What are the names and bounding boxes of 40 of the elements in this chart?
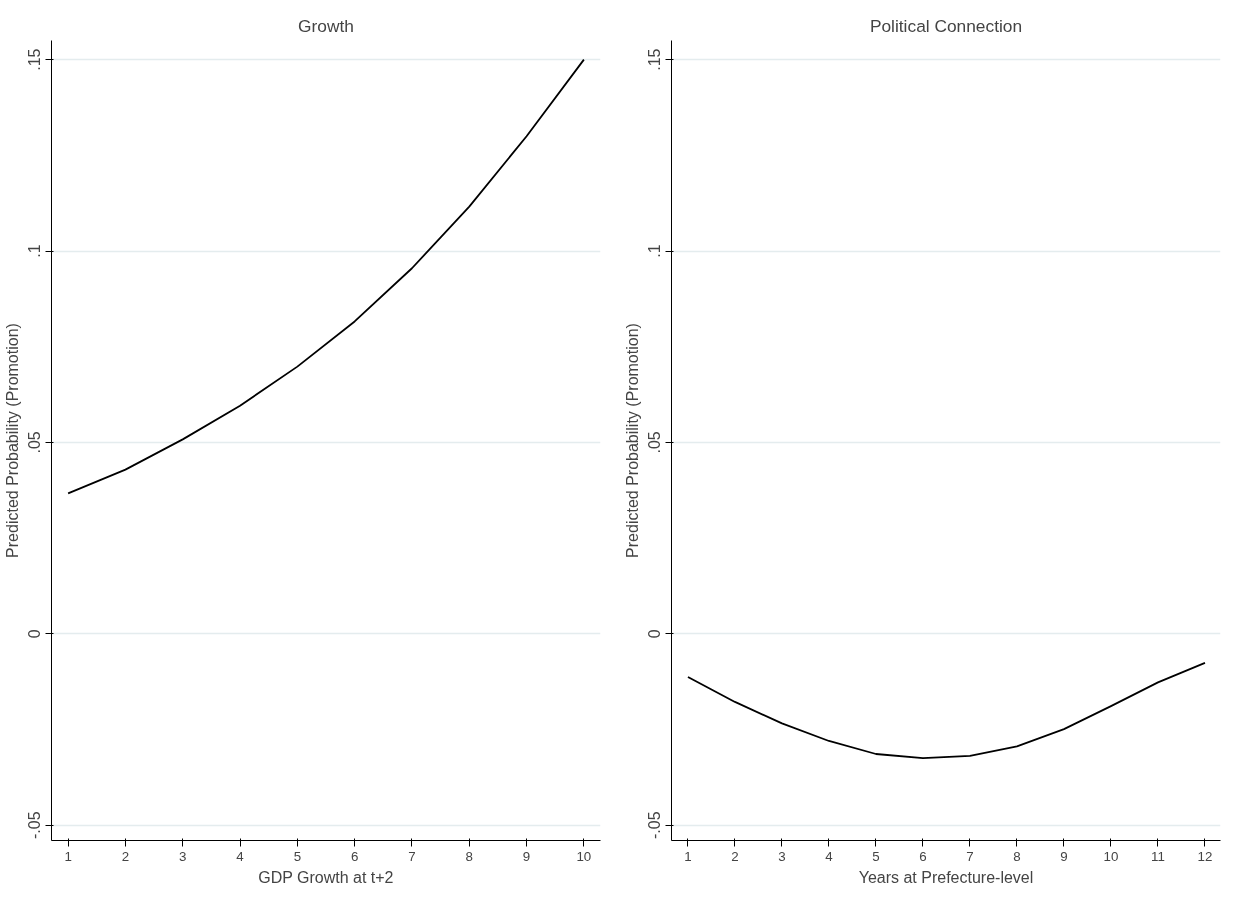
x-tick-label: 4	[825, 848, 834, 864]
x-tick-label: 11	[1151, 848, 1165, 864]
chart-title: Political Connection	[869, 15, 1023, 36]
x-tick-label: 5	[872, 848, 880, 864]
x-tick-label: 3	[778, 848, 786, 864]
y-tick-label: .15	[26, 48, 44, 71]
chart-title: Growth	[298, 15, 354, 36]
x-tick-label: 1	[684, 848, 692, 864]
x-tick-label: 9	[522, 848, 531, 864]
x-tick-label: 6	[919, 848, 927, 864]
x-tick-label: 10	[1103, 848, 1119, 864]
y-tick-label: -.05	[646, 811, 664, 839]
x-tick-label: 4	[236, 848, 245, 864]
y-tick-label: .1	[646, 244, 664, 258]
x-tick-label: 8	[465, 848, 473, 864]
x-tick-label: 9	[1060, 848, 1068, 864]
x-axis-title: Years at Prefecture-level	[858, 868, 1034, 886]
y-tick-label: 0	[646, 629, 664, 639]
x-tick-label: 8	[1013, 848, 1021, 864]
x-tick-label: 3	[179, 848, 187, 864]
y-tick-label: .05	[26, 431, 44, 454]
x-tick-label: 1	[64, 848, 72, 864]
x-tick-label: 5	[293, 848, 302, 864]
x-tick-label: 2	[121, 848, 130, 864]
line-series	[687, 661, 1206, 760]
x-tick-label: 2	[731, 848, 739, 864]
x-tick-label: 12	[1197, 848, 1213, 864]
x-tick-label: 10	[576, 848, 592, 864]
y-axis-title: Predicted Probability (Promotion)	[3, 323, 21, 558]
y-tick-label: 0	[26, 629, 44, 639]
y-tick-label: -.05	[26, 811, 44, 839]
x-tick-label: 7	[408, 848, 416, 864]
line-series	[67, 58, 585, 495]
y-tick-label: .05	[646, 431, 664, 454]
x-tick-label: 6	[350, 848, 359, 864]
y-tick-label: .1	[26, 244, 44, 258]
y-axis-title: Predicted Probability (Promotion)	[623, 323, 641, 558]
x-axis-title: GDP Growth at t+2	[258, 868, 394, 886]
x-tick-label: 7	[966, 848, 974, 864]
y-tick-label: .15	[646, 48, 664, 71]
